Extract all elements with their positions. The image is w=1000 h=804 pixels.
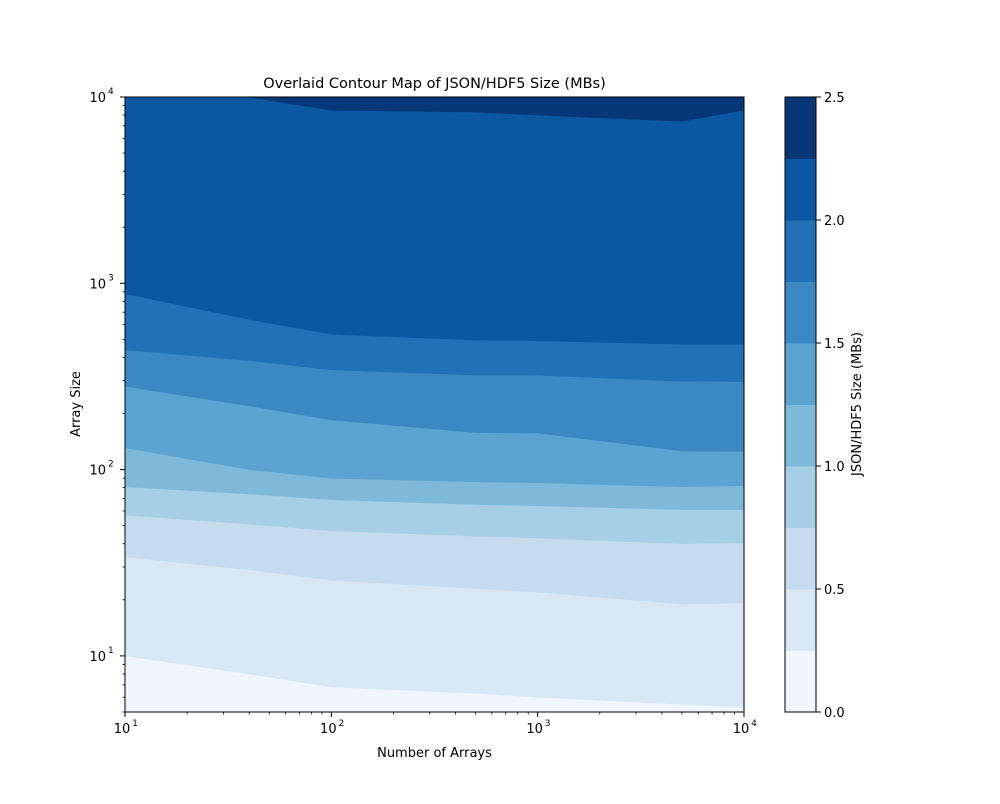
y-tick-exponent-0: 1 bbox=[108, 646, 114, 656]
y-tick-exponent-3: 4 bbox=[108, 87, 114, 97]
colorbar: 0.0 0.5 1.0 1.5 2.0 2.5 bbox=[784, 91, 845, 721]
colorbar-cell-6 bbox=[785, 281, 816, 344]
colorbar-cell-5 bbox=[785, 343, 816, 405]
colorbar-cell-2 bbox=[785, 527, 816, 590]
x-tick-label-3: 10 bbox=[733, 722, 750, 737]
colorbar-tick-label-5: 2.5 bbox=[824, 91, 845, 106]
y-tick-exponent-1: 2 bbox=[108, 460, 114, 470]
x-tick-label-1: 10 bbox=[320, 722, 337, 737]
x-tick-exponent-0: 1 bbox=[132, 719, 138, 729]
x-axis: 10 1 10 2 10 3 10 4 bbox=[114, 712, 757, 737]
colorbar-tick-label-2: 1.0 bbox=[824, 460, 845, 475]
colorbar-cell-8 bbox=[785, 158, 816, 221]
colorbar-tick-label-3: 1.5 bbox=[824, 337, 845, 352]
chart-title: Overlaid Contour Map of JSON/HDF5 Size (… bbox=[263, 76, 606, 92]
y-tick-label-2: 10 bbox=[89, 277, 106, 292]
y-tick-label-0: 10 bbox=[89, 650, 106, 665]
colorbar-cell-3 bbox=[785, 466, 816, 528]
colorbar-tick-label-4: 2.0 bbox=[824, 214, 845, 229]
x-tick-exponent-3: 4 bbox=[751, 719, 757, 729]
colorbar-cell-0 bbox=[785, 650, 816, 713]
colorbar-cell-1 bbox=[785, 589, 816, 651]
colorbar-tick-label-1: 0.5 bbox=[824, 583, 845, 598]
x-tick-exponent-1: 2 bbox=[338, 719, 344, 729]
x-tick-label-0: 10 bbox=[114, 722, 131, 737]
contour-band-8 bbox=[124, 96, 745, 345]
x-tick-exponent-2: 3 bbox=[545, 719, 551, 729]
colorbar-cell-9 bbox=[785, 97, 816, 159]
y-axis-label: Array Size bbox=[69, 371, 84, 437]
contour-fills bbox=[124, 96, 745, 713]
colorbar-frame bbox=[784, 96, 817, 713]
colorbar-label: JSON/HDF5 Size (MBs) bbox=[850, 332, 865, 477]
y-tick-label-3: 10 bbox=[89, 91, 106, 106]
colorbar-cell-4 bbox=[785, 404, 816, 467]
colorbar-tick-label-0: 0.0 bbox=[824, 706, 845, 721]
colorbar-cell-7 bbox=[785, 220, 816, 282]
x-axis-label: Number of Arrays bbox=[377, 746, 492, 761]
plot-frame bbox=[124, 96, 745, 713]
y-tick-label-1: 10 bbox=[89, 464, 106, 479]
x-tick-label-2: 10 bbox=[526, 722, 543, 737]
y-tick-exponent-2: 3 bbox=[108, 273, 114, 283]
